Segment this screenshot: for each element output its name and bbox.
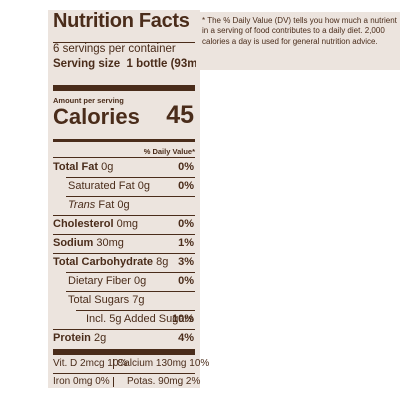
- nutrient-amount: Fat 0g: [98, 199, 130, 211]
- amount-per-serving: Amount per serving: [53, 96, 124, 105]
- nutrient-row-sodium: Sodium 30mg 1%: [53, 234, 195, 253]
- nutrient-name: Total Sugars: [68, 294, 130, 306]
- divider: [53, 234, 195, 235]
- serving-size-label: Serving size: [53, 58, 121, 70]
- daily-value-footnote-box: * The % Daily Value (DV) tells you how m…: [196, 12, 400, 70]
- calcium: Calcium 130mg 10%: [117, 358, 210, 369]
- nutrient-dv: 1%: [178, 237, 194, 249]
- nutrient-row-protein: Protein 2g 4%: [53, 329, 195, 348]
- serving-size: Serving size 1 bottle (93mL): [53, 58, 208, 70]
- divider: [53, 329, 195, 330]
- daily-value-footnote: * The % Daily Value (DV) tells you how m…: [202, 16, 397, 46]
- nutrient-dv: 3%: [178, 256, 194, 268]
- vitamin-d: Vit. D 2mcg 10%: [53, 358, 128, 369]
- potassium: Potas. 90mg 2%: [127, 376, 201, 387]
- nutrient-row-cholesterol: Cholesterol 0mg 0%: [53, 215, 195, 234]
- serving-size-value: 1 bottle (93mL): [126, 58, 209, 70]
- divider: [53, 157, 195, 158]
- divider: [53, 253, 195, 254]
- divider: [53, 215, 195, 216]
- nutrition-facts-title: Nutrition Facts: [53, 10, 190, 32]
- iron: Iron 0mg 0%: [53, 376, 110, 387]
- nutrient-row-saturated-fat: Saturated Fat 0g 0%: [68, 177, 195, 196]
- thick-divider: [53, 85, 195, 91]
- nutrient-amount: 0mg: [116, 218, 138, 230]
- divider: [53, 42, 195, 43]
- nutrient-name: Protein: [53, 332, 91, 344]
- nutrient-row-added-sugars: Incl. 5g Added Sugars 10%: [86, 310, 195, 329]
- nutrient-row-trans-fat: Trans Fat 0g: [68, 196, 195, 215]
- nutrient-name: Saturated Fat: [68, 180, 135, 192]
- nutrient-amount: 30mg: [96, 237, 124, 249]
- nutrient-amount: 2g: [93, 332, 107, 344]
- nutrient-dv: 10%: [171, 313, 194, 325]
- nutrient-dv: 0%: [178, 161, 194, 173]
- nutrient-amount: 8g: [156, 256, 169, 268]
- thick-divider: [53, 349, 195, 355]
- nutrient-name: Sodium: [53, 237, 94, 249]
- nutrition-facts-panel: Nutrition Facts 6 servings per container…: [48, 10, 209, 391]
- divider: [66, 272, 195, 273]
- servings-per-container: 6 servings per container: [53, 43, 176, 55]
- vitamin-row: Vit. D 2mcg 10% Calcium 130mg 10%: [53, 355, 209, 373]
- divider: [76, 310, 195, 311]
- nutrient-name: Dietary Fiber: [68, 275, 131, 287]
- vitamin-row: Iron 0mg 0% Potas. 90mg 2%: [53, 373, 200, 391]
- nutrient-name: Total Carbohydrate: [53, 256, 154, 268]
- nutrient-amount: 0g: [137, 180, 150, 192]
- nutrient-name: Trans: [68, 199, 96, 211]
- daily-value-header: % Daily Value*: [143, 147, 195, 156]
- divider: [66, 291, 195, 292]
- calories-label: Calories: [53, 104, 140, 129]
- nutrient-row-total-sugars: Total Sugars 7g: [68, 291, 195, 310]
- nutrient-row-total-carbohydrate: Total Carbohydrate 8g 3%: [53, 253, 195, 272]
- nutrient-dv: 0%: [178, 218, 194, 230]
- nutrient-row-total-fat: Total Fat 0g 0%: [53, 158, 195, 177]
- nutrient-name: Incl. 5g Added Sugars: [86, 313, 194, 325]
- vitamin-separator: [113, 377, 114, 387]
- nutrient-row-dietary-fiber: Dietary Fiber 0g 0%: [68, 272, 195, 291]
- nutrient-name: Cholesterol: [53, 218, 114, 230]
- nutrient-dv: 0%: [178, 180, 194, 192]
- nutrient-dv: 4%: [178, 332, 194, 344]
- divider: [53, 373, 195, 374]
- divider: [66, 177, 195, 178]
- vitamin-separator: [113, 359, 114, 369]
- medium-divider: [53, 139, 195, 142]
- nutrient-amount: 7g: [132, 294, 145, 306]
- nutrient-dv: 0%: [178, 275, 194, 287]
- nutrient-amount: 0g: [134, 275, 147, 287]
- nutrient-name: Total Fat: [53, 161, 99, 173]
- calories-value: 45: [166, 101, 194, 129]
- nutrient-amount: 0g: [101, 161, 114, 173]
- divider: [66, 196, 195, 197]
